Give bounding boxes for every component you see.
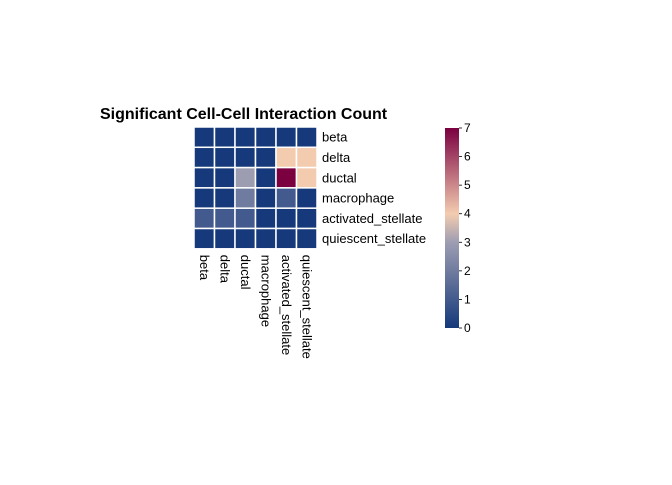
heatmap-cell-delta-ductal: [234, 146, 257, 169]
heatmap-cell-activated_stellate-activated_stellate: [275, 207, 298, 230]
colorbar: 0 1 2 3 4 5 6 7: [445, 121, 471, 335]
heatmap-cell-ductal-activated_stellate: [275, 166, 298, 189]
heatmap-cell-ductal-beta: [193, 166, 216, 189]
colorbar-tick-label-1: 1: [464, 292, 471, 306]
heatmap-cell-beta-quiescent_stellate: [295, 126, 318, 149]
heatmap-cell-quiescent_stellate-beta: [193, 227, 216, 250]
heatmap-cell-activated_stellate-beta: [193, 207, 216, 230]
heatmap-cell-quiescent_stellate-macrophage: [254, 227, 277, 250]
heatmap-cell-ductal-delta: [213, 166, 236, 189]
heatmap-cell-activated_stellate-quiescent_stellate: [295, 207, 318, 230]
heatmap-cell-beta-delta: [213, 126, 236, 149]
colorbar-tick-label-2: 2: [464, 264, 471, 278]
heatmap-cell-macrophage-quiescent_stellate: [295, 187, 318, 209]
column-label-activated_stellate: activated_stellate: [279, 255, 294, 355]
row-label-quiescent_stellate: quiescent_stellate: [322, 231, 426, 246]
chart-title: Significant Cell-Cell Interaction Count: [100, 106, 388, 123]
heatmap-cell-macrophage-delta: [213, 187, 236, 209]
colorbar-tick-label-7: 7: [464, 121, 471, 135]
heatmap-cell-beta-ductal: [234, 126, 257, 149]
heatmap-cell-beta-macrophage: [254, 126, 277, 149]
heatmap-cell-activated_stellate-delta: [213, 207, 236, 230]
row-label-beta: beta: [322, 130, 348, 145]
row-label-ductal: ductal: [322, 170, 357, 185]
heatmap-cell-quiescent_stellate-activated_stellate: [275, 227, 298, 250]
heatmap-cell-beta-activated_stellate: [275, 126, 298, 149]
row-label-activated_stellate: activated_stellate: [322, 211, 422, 226]
column-label-macrophage: macrophage: [258, 255, 273, 327]
colorbar-tick-label-4: 4: [464, 207, 471, 221]
column-labels: beta delta ductal macrophage activated_stell…: [197, 255, 314, 359]
heatmap-cell-delta-beta: [193, 146, 216, 169]
heatmap-cell-ductal-macrophage: [254, 166, 277, 189]
heatmap-cell-delta-quiescent_stellate: [295, 146, 318, 169]
heatmap-cell-macrophage-activated_stellate: [275, 187, 298, 209]
column-label-quiescent_stellate: quiescent_stellate: [299, 255, 314, 359]
column-label-beta: beta: [197, 255, 212, 281]
colorbar-ticks: 0 1 2 3 4 5 6 7: [459, 121, 471, 335]
heatmap-cell-quiescent_stellate-ductal: [234, 227, 257, 250]
heatmap-cell-quiescent_stellate-delta: [213, 227, 236, 250]
heatmap-cell-macrophage-macrophage: [254, 187, 277, 209]
heatmap-cells: [193, 126, 318, 250]
heatmap-cell-ductal-quiescent_stellate: [295, 166, 318, 189]
row-label-macrophage: macrophage: [322, 191, 394, 206]
heatmap-cell-delta-activated_stellate: [275, 146, 298, 169]
heatmap-cell-delta-delta: [213, 146, 236, 169]
heatmap-cell-activated_stellate-ductal: [234, 207, 257, 230]
heatmap-cell-activated_stellate-macrophage: [254, 207, 277, 230]
colorbar-tick-label-6: 6: [464, 150, 471, 164]
heatmap-cell-macrophage-beta: [193, 187, 216, 209]
heatmap-cell-macrophage-ductal: [234, 187, 257, 209]
colorbar-gradient: [445, 128, 459, 328]
heatmap-cell-ductal-ductal: [234, 166, 257, 189]
column-label-delta: delta: [217, 255, 232, 284]
row-labels: beta delta ductal macrophage activated_stell…: [322, 130, 426, 247]
heatmap-cell-beta-beta: [193, 126, 216, 149]
colorbar-tick-label-5: 5: [464, 178, 471, 192]
colorbar-tick-label-0: 0: [464, 321, 471, 335]
row-label-delta: delta: [322, 150, 351, 165]
heatmap-cell-quiescent_stellate-quiescent_stellate: [295, 227, 318, 250]
colorbar-tick-label-3: 3: [464, 235, 471, 249]
column-label-ductal: ductal: [238, 255, 253, 290]
heatmap-cell-delta-macrophage: [254, 146, 277, 169]
